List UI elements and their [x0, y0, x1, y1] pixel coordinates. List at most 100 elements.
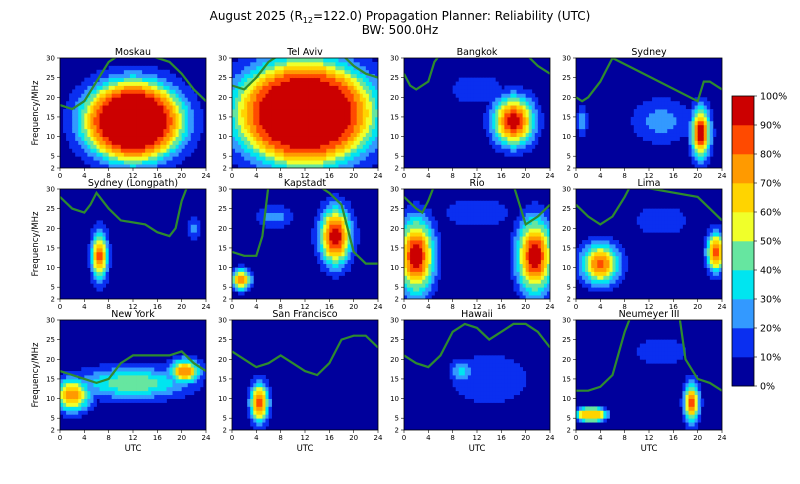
- heatmap-cell: [495, 89, 499, 94]
- heatmap-cell: [280, 120, 285, 126]
- heatmap-cell: [93, 255, 97, 261]
- heatmap-cell: [522, 295, 527, 299]
- heatmap-cell: [603, 271, 607, 276]
- heatmap-cell: [528, 93, 533, 98]
- heatmap-cell: [93, 160, 97, 165]
- heatmap-cell: [422, 247, 426, 253]
- heatmap-cell: [305, 77, 309, 82]
- heatmap-cell: [486, 93, 490, 98]
- heatmap-cell: [413, 208, 417, 213]
- heatmap-cell: [356, 58, 361, 63]
- heatmap-cell: [271, 124, 275, 130]
- heatmap-cell: [712, 247, 717, 253]
- heatmap-cell: [87, 375, 91, 380]
- heatmap-cell: [145, 81, 149, 86]
- heatmap-cell: [685, 113, 689, 118]
- heatmap-cell: [111, 156, 116, 161]
- heatmap-cell: [492, 204, 496, 210]
- heatmap-cell: [546, 244, 550, 249]
- heatmap-cell: [404, 247, 408, 253]
- heatmap-cell: [93, 271, 97, 276]
- heatmap-cell: [105, 390, 110, 396]
- heatmap-cell: [232, 283, 236, 288]
- heatmap-cell: [129, 116, 134, 122]
- heatmap-cell: [431, 220, 435, 225]
- heatmap-cell: [658, 109, 662, 114]
- heatmap-cell: [332, 120, 336, 126]
- heatmap-cell: [241, 69, 245, 75]
- heatmap-cell: [464, 89, 469, 94]
- muf-line: [576, 58, 722, 103]
- heatmap-cell: [151, 140, 155, 145]
- heatmap-cell: [486, 204, 490, 210]
- heatmap-cell: [510, 275, 514, 280]
- heatmap-cell: [326, 81, 330, 86]
- heatmap-cell: [105, 136, 110, 141]
- heatmap-cell: [295, 89, 300, 94]
- heatmap-cell: [531, 251, 536, 257]
- heatmap-cell: [537, 128, 542, 134]
- heatmap-cell: [498, 85, 502, 90]
- heatmap-cell: [670, 228, 674, 233]
- heatmap-cell: [317, 232, 321, 237]
- heatmap-cell: [338, 113, 342, 118]
- heatmap-cell: [437, 232, 441, 237]
- heatmap-cell: [126, 77, 131, 82]
- heatmap-cell: [289, 81, 294, 86]
- heatmap-cell: [540, 212, 545, 217]
- heatmap-cell: [308, 136, 312, 141]
- heatmap-cell: [528, 244, 533, 249]
- heatmap-cell: [96, 375, 100, 380]
- heatmap-cell: [624, 263, 629, 268]
- heatmap-cell: [123, 109, 128, 114]
- heatmap-cell: [235, 287, 239, 292]
- heatmap-cell: [238, 69, 242, 75]
- heatmap-cell: [102, 224, 107, 229]
- heatmap-cell: [332, 73, 336, 79]
- heatmap-cell: [371, 156, 376, 161]
- heatmap-cell: [356, 113, 361, 118]
- heatmap-cell: [594, 247, 598, 253]
- heatmap-cell: [371, 69, 376, 75]
- heatmap-cell: [129, 73, 134, 79]
- heatmap-cell: [703, 136, 708, 141]
- heatmap-cell: [694, 132, 699, 137]
- heatmap-cell: [129, 144, 134, 149]
- heatmap-cell: [338, 240, 342, 245]
- heatmap-cell: [265, 105, 269, 110]
- heatmap-cell: [504, 101, 508, 106]
- heatmap-cell: [507, 140, 511, 145]
- heatmap-cell: [99, 275, 103, 280]
- heatmap-cell: [609, 240, 613, 245]
- heatmap-cell: [133, 128, 137, 134]
- heatmap-cell: [546, 271, 550, 276]
- heatmap-cell: [90, 164, 94, 168]
- heatmap-cell: [93, 116, 97, 122]
- heatmap-cell: [102, 267, 107, 272]
- heatmap-cell: [190, 120, 195, 126]
- heatmap-cell: [78, 89, 82, 94]
- heatmap-cell: [274, 212, 279, 217]
- heatmap-cell: [108, 263, 113, 268]
- heatmap-cell: [120, 116, 125, 122]
- heatmap-cell: [350, 259, 355, 265]
- heatmap-cell: [350, 81, 355, 86]
- heatmap-cell: [175, 77, 180, 82]
- heatmap-cell: [368, 89, 373, 94]
- heatmap-cell: [498, 204, 502, 210]
- heatmap-cell: [280, 73, 285, 79]
- heatmap-cell: [326, 259, 330, 265]
- heatmap-cell: [543, 255, 548, 261]
- heatmap-cell: [250, 132, 254, 137]
- heatmap-cell: [117, 120, 122, 126]
- heatmap-cell: [362, 148, 367, 153]
- heatmap-cell: [329, 204, 333, 210]
- heatmap-cell: [679, 128, 683, 134]
- heatmap-cell: [652, 216, 656, 221]
- heatmap-cell: [317, 220, 321, 225]
- heatmap-cell: [142, 109, 146, 114]
- heatmap-cell: [129, 124, 134, 130]
- heatmap-cell: [543, 283, 548, 288]
- x-tick-label: 24: [718, 172, 727, 180]
- heatmap-cell: [193, 224, 198, 229]
